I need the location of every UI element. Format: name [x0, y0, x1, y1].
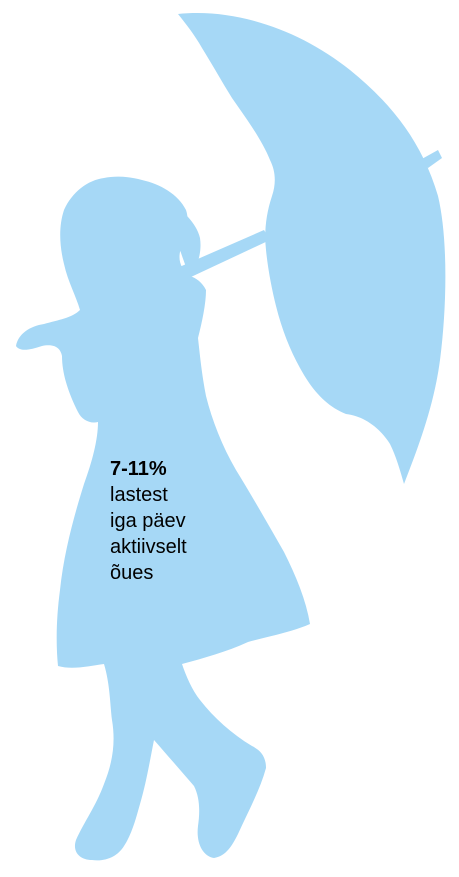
girl-body: [16, 176, 310, 861]
stat-value: 7-11%: [110, 458, 167, 480]
stat-text-block: 7-11% lastest iga päev aktiivselt õues: [110, 456, 250, 586]
umbrella-canopy: [178, 13, 446, 485]
girl-ponytail: [168, 200, 201, 276]
stat-line-2: iga päev: [110, 510, 186, 532]
silhouette-shape: [16, 13, 446, 861]
stat-line-3: aktiivselt: [110, 536, 187, 558]
umbrella-tip: [420, 150, 442, 168]
stat-line-1: lastest: [110, 484, 168, 506]
stat-line-4: õues: [110, 562, 154, 584]
